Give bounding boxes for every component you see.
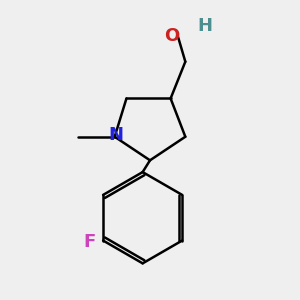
- Text: H: H: [197, 17, 212, 35]
- Text: N: N: [109, 126, 124, 144]
- Text: F: F: [84, 233, 96, 251]
- Text: O: O: [164, 27, 180, 45]
